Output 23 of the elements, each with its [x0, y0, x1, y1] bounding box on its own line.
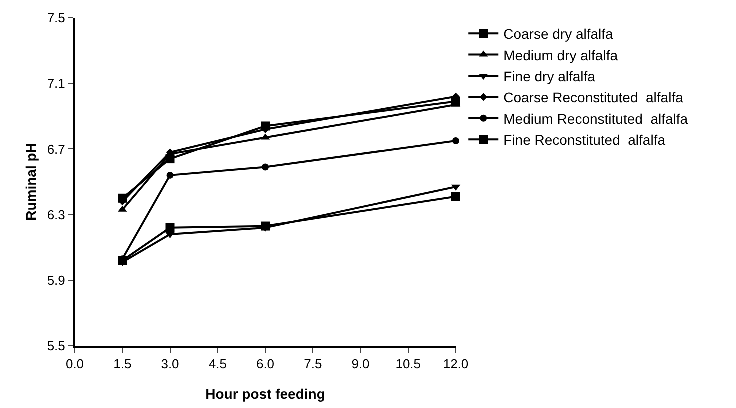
legend-label: Medium Reconstituted alfalfa [504, 110, 688, 127]
y-axis-title: Ruminal pH [23, 143, 39, 221]
y-tick-label: 6.3 [47, 207, 66, 222]
legend-label: Fine dry alfalfa [504, 68, 596, 84]
x-axis-title: Hour post feeding [206, 386, 326, 402]
x-tick-label: 1.5 [114, 356, 132, 372]
x-tick-label: 4.5 [208, 356, 227, 372]
y-tick-label: 5.5 [47, 338, 66, 354]
y-tick-label: 6.7 [47, 142, 66, 157]
legend-label: Coarse Reconstituted alfalfa [504, 90, 684, 106]
x-tick-label: 0.0 [66, 356, 84, 372]
x-tick-label: 12.0 [443, 356, 469, 372]
x-tick-label: 6.0 [256, 356, 275, 372]
x-tick-label: 9.0 [352, 356, 370, 372]
x-tick-label: 10.5 [396, 356, 422, 372]
y-tick-label: 7.1 [47, 76, 66, 92]
x-tick-label: 3.0 [161, 356, 180, 372]
legend-label: Fine Reconstituted alfalfa [504, 132, 666, 148]
y-tick-label: 5.9 [47, 272, 66, 288]
legend-label: Medium dry alfalfa [504, 47, 618, 64]
legend-label: Coarse dry alfalfa [504, 26, 614, 42]
x-tick-label: 7.5 [304, 356, 322, 372]
y-tick-label: 7.5 [47, 10, 66, 26]
